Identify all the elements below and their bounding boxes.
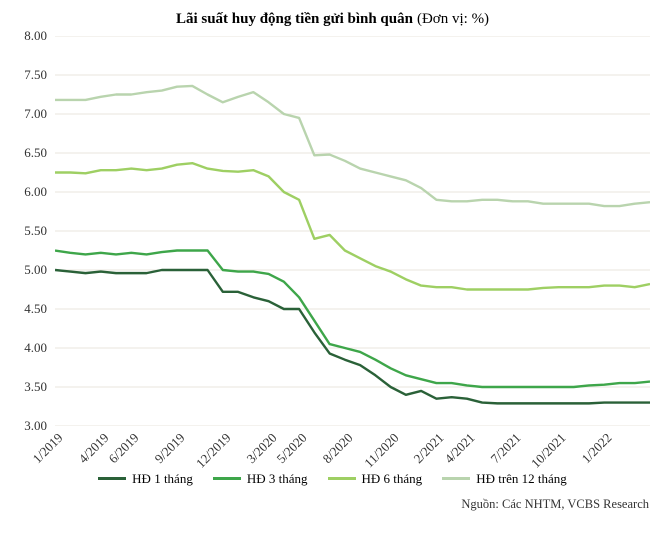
y-tick-label: 7.00 [24,106,47,122]
x-tick-label: 1/2019 [29,430,66,467]
series-line [55,86,650,206]
legend-swatch [98,477,126,480]
x-tick-label: 11/2020 [361,430,402,471]
legend-item: HĐ 1 tháng [98,471,193,487]
y-tick-label: 6.50 [24,145,47,161]
x-tick-label: 5/2020 [274,430,311,467]
x-tick-label: 7/2021 [487,430,524,467]
chart-source: Nguồn: Các NHTM, VCBS Research [10,497,655,512]
x-tick-label: 1/2022 [579,430,616,467]
y-tick-label: 3.00 [24,418,47,434]
legend-swatch [442,477,470,480]
legend-label: HĐ 6 tháng [362,471,423,487]
x-tick-label: 6/2019 [106,430,143,467]
series-line [55,270,650,403]
y-tick-label: 5.50 [24,223,47,239]
x-tick-label: 12/2019 [193,430,234,471]
legend-label: HĐ 1 tháng [132,471,193,487]
x-tick-label: 2/2021 [411,430,448,467]
y-tick-label: 8.00 [24,28,47,44]
plot-svg [55,36,650,426]
y-tick-label: 4.50 [24,301,47,317]
x-tick-label: 9/2019 [152,430,189,467]
chart-title: Lãi suất huy động tiền gửi bình quân (Đơ… [10,10,655,28]
chart-title-unit: (Đơn vị: %) [417,11,489,27]
plot-area: 3.003.504.004.505.005.506.006.507.007.50… [55,36,655,426]
y-tick-label: 6.00 [24,184,47,200]
y-tick-label: 4.00 [24,340,47,356]
y-tick-label: 3.50 [24,379,47,395]
legend-swatch [328,477,356,480]
series-line [55,251,650,388]
legend-item: HĐ 3 tháng [213,471,308,487]
legend-label: HĐ 3 tháng [247,471,308,487]
legend-label: HĐ trên 12 tháng [476,471,567,487]
legend-item: HĐ 6 tháng [328,471,423,487]
x-tick-label: 10/2021 [528,430,569,471]
series-line [55,163,650,289]
deposit-rate-chart: Lãi suất huy động tiền gửi bình quân (Đơ… [10,10,655,512]
x-tick-label: 4/2021 [441,430,478,467]
x-tick-label: 3/2020 [243,430,280,467]
y-tick-label: 5.00 [24,262,47,278]
y-tick-label: 7.50 [24,67,47,83]
legend-swatch [213,477,241,480]
x-tick-label: 8/2020 [319,430,356,467]
chart-title-main: Lãi suất huy động tiền gửi bình quân [176,11,413,27]
chart-legend: HĐ 1 tháng HĐ 3 tháng HĐ 6 tháng HĐ trên 12… [10,468,655,487]
x-tick-label: 4/2019 [75,430,112,467]
legend-item: HĐ trên 12 tháng [442,471,567,487]
